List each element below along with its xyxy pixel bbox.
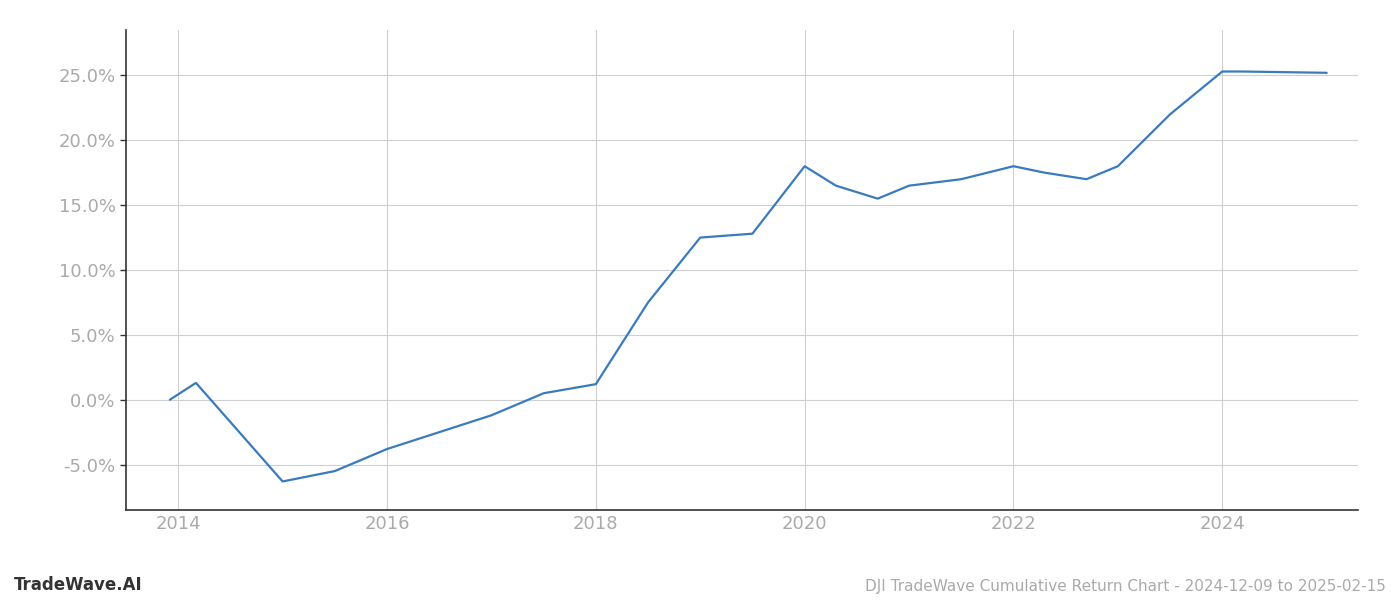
Text: DJI TradeWave Cumulative Return Chart - 2024-12-09 to 2025-02-15: DJI TradeWave Cumulative Return Chart - … bbox=[865, 579, 1386, 594]
Text: TradeWave.AI: TradeWave.AI bbox=[14, 576, 143, 594]
